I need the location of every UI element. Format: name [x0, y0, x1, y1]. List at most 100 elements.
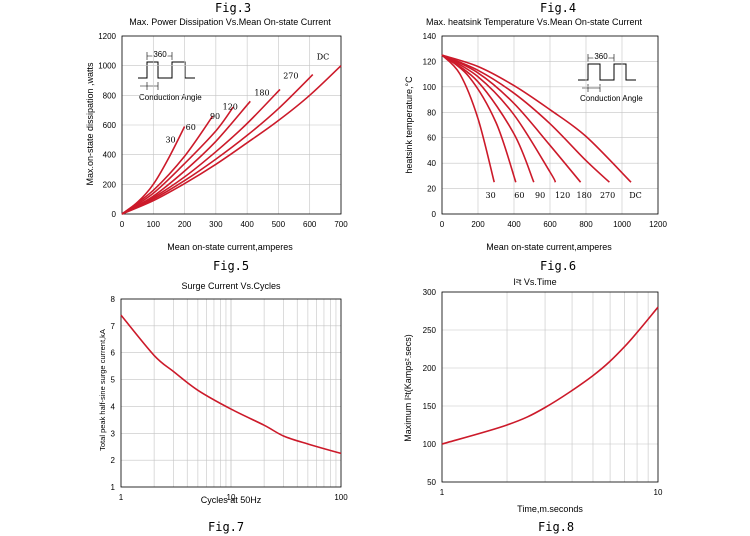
chart-title: Max. Power Dissipation Vs.Mean On-state … — [129, 17, 331, 27]
chart-surge-current: Surge Current Vs.Cycles Cycles at 50Hz T… — [98, 281, 348, 505]
x-tick-label: 200 — [178, 220, 192, 229]
curve-label: 30 — [165, 135, 175, 144]
x-tick-label: 600 — [543, 220, 557, 229]
chart-title: Surge Current Vs.Cycles — [181, 281, 281, 291]
chart-title: I²t Vs.Time — [513, 277, 556, 287]
y-axis-label: Maximum I²t(Kamps².secs) — [403, 334, 413, 442]
y-tick-label: 100 — [423, 83, 437, 92]
y-tick-label: 400 — [103, 151, 117, 160]
y-tick-label: 80 — [427, 108, 436, 117]
x-tick-label: 100 — [334, 493, 348, 502]
y-tick-label: 120 — [423, 57, 437, 66]
x-tick-label: 1 — [440, 488, 445, 497]
grid — [120, 298, 342, 488]
curve-label: 90 — [535, 191, 545, 200]
series-line-270 — [121, 74, 314, 215]
conduction-angle-inset: 360 Conduction Angle — [138, 49, 202, 102]
conduction-angle-inset: 360 Conduction Angle — [578, 51, 643, 103]
series-line-60 — [121, 115, 214, 215]
y-tick-label: 2 — [111, 456, 116, 465]
series-line-180 — [441, 54, 582, 183]
y-tick-label: 0 — [112, 210, 117, 219]
curve-label: 270 — [600, 191, 615, 200]
y-tick-label: 200 — [423, 364, 437, 373]
curve-label: 180 — [577, 191, 592, 200]
grid — [441, 291, 659, 483]
fig-label-4: Fig.4 — [540, 1, 576, 15]
fig-label-3: Fig.3 — [215, 1, 251, 15]
x-tick-label: 0 — [440, 220, 445, 229]
y-tick-label: 0 — [432, 210, 437, 219]
grid — [441, 35, 659, 215]
series-line — [120, 314, 342, 455]
x-tick-label: 10 — [654, 488, 663, 497]
y-tick-label: 20 — [427, 185, 436, 194]
fig-label-7: Fig.7 — [208, 520, 244, 534]
x-tick-label: 100 — [147, 220, 161, 229]
period-label: 360 — [594, 52, 608, 61]
curve-label: 270 — [283, 72, 298, 81]
x-tick-label: 800 — [579, 220, 593, 229]
y-tick-label: 60 — [427, 134, 436, 143]
y-tick-label: 250 — [423, 326, 437, 335]
x-tick-label: 0 — [120, 220, 125, 229]
y-tick-label: 7 — [111, 322, 116, 331]
y-tick-label: 600 — [103, 121, 117, 130]
y-axis-label: heatsink temperature,°C — [404, 76, 414, 174]
y-tick-label: 40 — [427, 159, 436, 168]
y-tick-label: 1 — [111, 483, 116, 492]
chart-title: Max. heatsink Temperature Vs.Mean On-sta… — [426, 17, 642, 27]
x-tick-label: 600 — [303, 220, 317, 229]
y-tick-label: 800 — [103, 91, 117, 100]
x-tick-label: 10 — [227, 493, 236, 502]
x-tick-label: 200 — [471, 220, 485, 229]
curve-label: DC — [317, 53, 330, 62]
y-tick-label: 100 — [423, 440, 437, 449]
curve-label: 90 — [210, 112, 220, 121]
series-line-180 — [121, 88, 281, 215]
series-line-120 — [441, 54, 557, 183]
chart-i2t: I²t Vs.Time Time,m.seconds Maximum I²t(K… — [403, 277, 663, 514]
x-tick-label: 500 — [272, 220, 286, 229]
y-tick-label: 1000 — [98, 62, 116, 71]
curve-label: 120 — [223, 102, 238, 111]
y-tick-label: 140 — [423, 32, 437, 41]
plot-frame — [441, 291, 659, 483]
y-tick-label: 5 — [111, 376, 116, 385]
fig-label-5: Fig.5 — [213, 259, 249, 273]
x-axis-label: Mean on-state current,amperes — [167, 242, 293, 252]
x-tick-label: 1200 — [649, 220, 667, 229]
curve-label: DC — [629, 191, 642, 200]
conduction-angle-label: Conduction Angle — [580, 94, 643, 103]
plot-frame — [120, 298, 342, 488]
series-line-90 — [441, 54, 535, 183]
x-tick-label: 700 — [334, 220, 348, 229]
y-tick-label: 3 — [111, 429, 116, 438]
series-line-30 — [441, 54, 495, 183]
x-tick-label: 1 — [119, 493, 124, 502]
grid — [121, 35, 342, 215]
y-tick-label: 200 — [103, 180, 117, 189]
x-tick-label: 400 — [507, 220, 521, 229]
y-tick-label: 50 — [427, 478, 436, 487]
series-line-90 — [121, 106, 234, 215]
curve-label: 60 — [514, 191, 524, 200]
series-line-dc — [441, 54, 632, 183]
chart-power-dissipation: Max. Power Dissipation Vs.Mean On-state … — [85, 17, 348, 252]
series-line-dc — [121, 65, 342, 215]
chart-heatsink-temperature: Max. heatsink Temperature Vs.Mean On-sta… — [404, 17, 667, 252]
fig-label-8: Fig.8 — [538, 520, 574, 534]
x-axis-label: Mean on-state current,amperes — [486, 242, 612, 252]
period-label: 360 — [153, 50, 167, 59]
series-line — [441, 306, 659, 445]
plot-frame — [121, 35, 342, 215]
y-tick-label: 1200 — [98, 32, 116, 41]
x-axis-label: Time,m.seconds — [517, 504, 583, 514]
x-tick-label: 1000 — [613, 220, 631, 229]
curve-label: 30 — [486, 191, 496, 200]
curve-label: 120 — [555, 191, 570, 200]
fig-label-6: Fig.6 — [540, 259, 576, 273]
x-axis-label: Cycles at 50Hz — [201, 495, 262, 505]
series-line-270 — [441, 54, 610, 183]
